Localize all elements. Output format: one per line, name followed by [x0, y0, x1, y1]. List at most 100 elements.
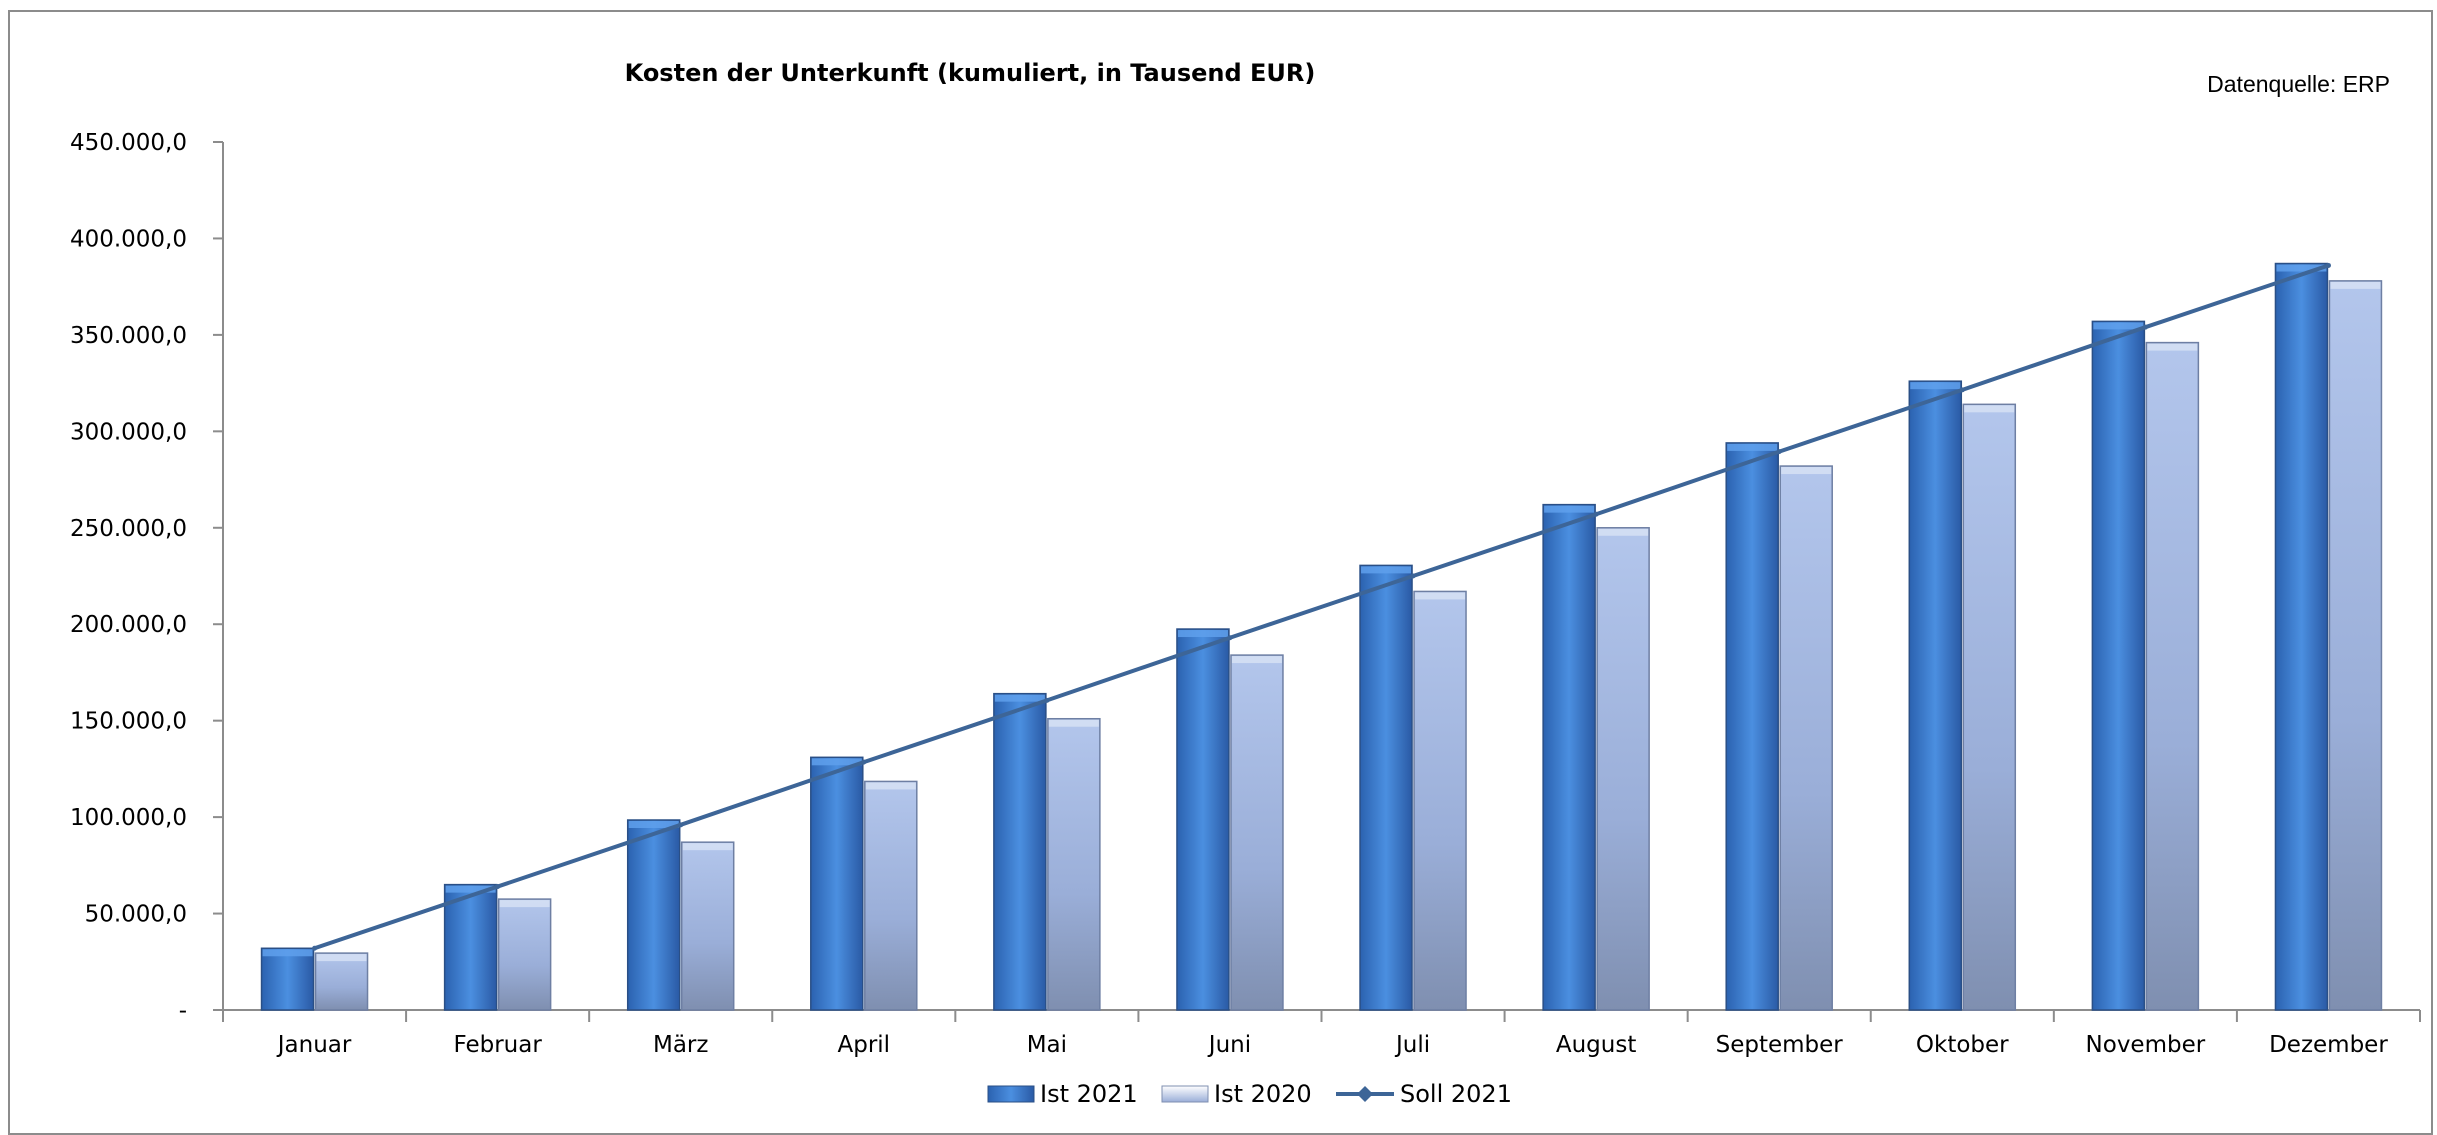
- point-soll-2021-november: [2142, 324, 2148, 330]
- x-tick-label-april: April: [838, 1032, 891, 1058]
- point-soll-2021-dezember: [2325, 262, 2331, 268]
- x-tick-label-november: November: [2086, 1032, 2206, 1058]
- bar-ist-2021-mai: [993, 692, 1047, 1011]
- line-soll-2021: [313, 263, 2330, 951]
- bar-ist-2020-november: [2145, 341, 2200, 1011]
- point-soll-2021-oktober: [1959, 387, 1965, 393]
- bar-cap-ist-2021-januar: [262, 949, 313, 957]
- bar-ist-2021-april: [810, 756, 864, 1011]
- bar-ist-2020-april: [864, 780, 918, 1011]
- bar-cap-ist-2020-august: [1598, 528, 1649, 536]
- bar-cap-ist-2021-maerz: [628, 821, 679, 829]
- bar-ist-2020-dezember: [2328, 280, 2383, 1011]
- point-soll-2021-april: [861, 759, 867, 765]
- bar-cap-ist-2021-oktober: [1910, 382, 1961, 390]
- x-tick-label-februar: Februar: [453, 1032, 542, 1058]
- y-tick-label: 350.000,0: [70, 323, 187, 349]
- point-soll-2021-august: [1593, 511, 1599, 517]
- legend-item-soll-2021: Soll 2021: [1336, 1080, 1512, 1108]
- legend-label-ist-2021: Ist 2021: [1040, 1080, 1138, 1108]
- bar-ist-2020-september: [1779, 465, 1833, 1011]
- point-soll-2021-februar: [495, 884, 501, 890]
- legend-item-ist-2020: Ist 2020: [1161, 1080, 1312, 1108]
- bar-cap-ist-2021-august: [1544, 505, 1595, 513]
- bar-cap-ist-2020-november: [2147, 343, 2198, 351]
- bar-cap-ist-2020-dezember: [2330, 281, 2381, 289]
- x-tick-label-oktober: Oktober: [1916, 1032, 2009, 1058]
- y-tick-label: 100.000,0: [70, 805, 187, 831]
- bar-cap-ist-2021-november: [2093, 322, 2144, 330]
- bar-cap-ist-2020-maerz: [682, 843, 733, 851]
- bar-cap-ist-2020-juni: [1231, 656, 1282, 664]
- bar-cap-ist-2021-april: [811, 758, 862, 766]
- point-soll-2021-mai: [1044, 697, 1050, 703]
- bar-ist-2020-august: [1596, 527, 1650, 1011]
- legend-swatch-ist-2020: [1161, 1085, 1209, 1103]
- y-tick-label: 300.000,0: [70, 419, 187, 445]
- x-tick-label-mai: Mai: [1027, 1032, 1067, 1058]
- bar-ist-2020-februar: [497, 898, 552, 1011]
- y-tick-label: -: [179, 998, 187, 1024]
- x-tick-label-september: September: [1716, 1032, 1844, 1058]
- legend-label-soll-2021: Soll 2021: [1400, 1080, 1512, 1108]
- bars-group: [260, 262, 2383, 1011]
- source-note: Datenquelle: ERP: [2207, 71, 2390, 97]
- x-tick-label-dezember: Dezember: [2269, 1032, 2388, 1058]
- point-soll-2021-maerz: [678, 822, 684, 828]
- chart-frame: Kosten der Unterkunft (kumuliert, in Tau…: [8, 10, 2433, 1135]
- x-axis: Januar Februar März April Mai Juni Juli August S…: [222, 1009, 2421, 1058]
- bar-cap-ist-2021-juli: [1361, 566, 1412, 574]
- bar-cap-ist-2020-september: [1781, 467, 1832, 475]
- bar-ist-2021-august: [1542, 503, 1596, 1011]
- x-tick-label-august: August: [1556, 1032, 1637, 1058]
- point-soll-2021-juli: [1410, 573, 1416, 579]
- bar-ist-2020-maerz: [680, 841, 735, 1011]
- bar-ist-2020-juni: [1230, 654, 1284, 1011]
- bar-cap-ist-2021-juni: [1177, 630, 1228, 638]
- bar-cap-ist-2020-januar: [316, 954, 367, 962]
- point-soll-2021-juni: [1227, 635, 1233, 641]
- bar-cap-ist-2020-april: [865, 782, 916, 790]
- bar-ist-2021-november: [2091, 320, 2146, 1011]
- legend-swatch-ist-2021: [987, 1085, 1035, 1103]
- bar-cap-ist-2020-mai: [1048, 719, 1099, 727]
- bar-ist-2020-mai: [1047, 717, 1101, 1011]
- y-tick-label: 450.000,0: [70, 130, 187, 156]
- y-tick-label: 150.000,0: [70, 709, 187, 735]
- bar-ist-2020-juli: [1413, 590, 1467, 1011]
- bar-ist-2021-oktober: [1908, 380, 1963, 1011]
- legend-marker-soll-2021: [1357, 1086, 1373, 1102]
- x-tick-label-juli: Juli: [1394, 1032, 1430, 1058]
- soll-line-group: [312, 262, 2331, 951]
- y-tick-label: 50.000,0: [85, 902, 187, 928]
- bar-ist-2021-juli: [1359, 564, 1413, 1011]
- y-tick-label: 400.000,0: [70, 226, 187, 252]
- y-tick-label: 250.000,0: [70, 516, 187, 542]
- bar-ist-2021-dezember: [2274, 262, 2329, 1011]
- bar-cap-ist-2020-februar: [499, 900, 550, 908]
- bar-cap-ist-2021-mai: [994, 694, 1045, 702]
- bar-ist-2021-januar: [260, 947, 315, 1011]
- bar-ist-2021-september: [1725, 442, 1779, 1011]
- bar-cap-ist-2020-oktober: [1964, 405, 2015, 413]
- legend-label-ist-2020: Ist 2020: [1214, 1080, 1312, 1108]
- x-tick-label-juni: Juni: [1207, 1032, 1251, 1058]
- x-tick-label-maerz: März: [653, 1032, 708, 1058]
- x-tick-label-januar: Januar: [276, 1032, 352, 1058]
- y-tick-label: 200.000,0: [70, 612, 187, 638]
- bar-cap-ist-2021-september: [1727, 443, 1778, 451]
- bar-cap-ist-2021-dezember: [2276, 264, 2327, 272]
- bar-cap-ist-2021-februar: [445, 885, 496, 893]
- point-soll-2021-januar: [312, 945, 318, 951]
- chart-title: Kosten der Unterkunft (kumuliert, in Tau…: [625, 59, 1316, 87]
- bar-ist-2021-maerz: [626, 819, 681, 1011]
- y-axis: - 50.000,0 100.000,0 150.000,0 200.000,0 250.…: [70, 130, 224, 1024]
- bar-ist-2020-januar: [314, 952, 369, 1011]
- bar-ist-2021-juni: [1176, 628, 1230, 1011]
- point-soll-2021-september: [1776, 449, 1782, 455]
- chart-svg: Kosten der Unterkunft (kumuliert, in Tau…: [70, 59, 2421, 1108]
- bar-ist-2021-februar: [443, 883, 498, 1011]
- bar-ist-2020-oktober: [1962, 403, 2017, 1011]
- bar-cap-ist-2020-juli: [1415, 592, 1466, 600]
- legend: Ist 2021 Ist 2020 Soll 2021: [987, 1080, 1512, 1108]
